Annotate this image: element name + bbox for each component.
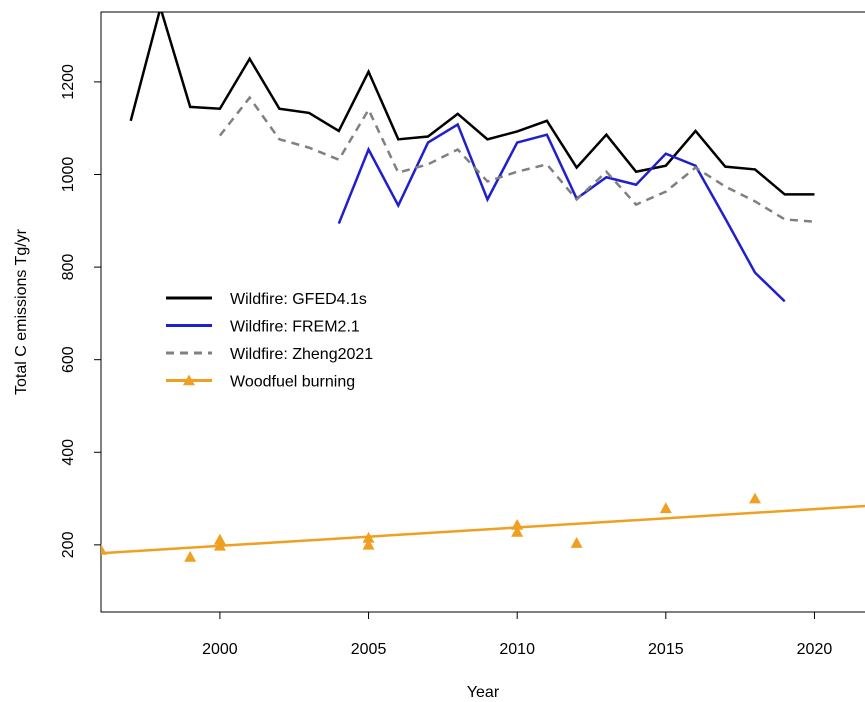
y-tick-label: 600 [60, 346, 77, 373]
legend-label: Woodfuel burning [230, 374, 355, 391]
legend-label: Wildfire: FREM2.1 [230, 319, 360, 336]
woodfuel-point [749, 492, 762, 504]
trend-line [101, 504, 865, 555]
woodfuel-point [184, 550, 197, 562]
x-axis-label: Year [467, 684, 500, 701]
legend-marker [183, 374, 195, 386]
x-tick-label: 2020 [797, 641, 833, 658]
y-tick-label: 200 [60, 531, 77, 558]
x-tick-label: 2010 [499, 641, 535, 658]
legend-label: Wildfire: GFED4.1s [230, 291, 367, 308]
legend-label: Wildfire: Zheng2021 [230, 346, 373, 363]
woodfuel-point [362, 538, 375, 550]
woodfuel-point [213, 533, 226, 545]
woodfuel-point [659, 502, 672, 514]
plot-frame [100, 11, 865, 613]
woodfuel-point [570, 537, 583, 548]
series-line [337, 122, 786, 303]
series-line [218, 95, 815, 223]
y-tick-label: 400 [60, 439, 77, 466]
plot-area [101, 12, 865, 562]
y-tick-label: 800 [60, 254, 77, 281]
x-tick-label: 2005 [351, 641, 387, 658]
y-tick-label: 1000 [60, 157, 77, 193]
x-tick-label: 2000 [202, 641, 238, 658]
x-tick-label: 2015 [648, 641, 684, 658]
y-tick-label: 1200 [60, 64, 77, 100]
y-axis-label: Total C emissions Tg/yr [13, 228, 30, 395]
series-line [129, 12, 815, 196]
woodfuel-point [511, 525, 524, 537]
